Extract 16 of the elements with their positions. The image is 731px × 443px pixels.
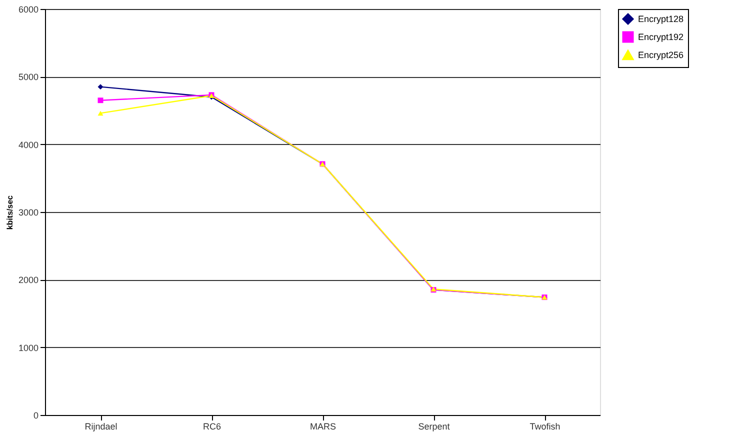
y-tick-label: 3000 xyxy=(18,208,38,218)
x-tick-label: Rijndael xyxy=(84,422,118,432)
y-axis-title: kbits/sec xyxy=(5,194,14,230)
y-tick-label: 5000 xyxy=(18,72,38,82)
x-tick-label: RC6 xyxy=(202,422,222,432)
x-tick-label: Twofish xyxy=(530,422,560,432)
y-tick-label: 2000 xyxy=(18,275,38,286)
y-tick-label: 4000 xyxy=(18,140,38,150)
legend-label: Encrypt256 xyxy=(638,50,684,60)
x-tick-label: MARS xyxy=(310,422,336,432)
x-tick-label: Serpent xyxy=(418,422,450,432)
legend-label: Encrypt192 xyxy=(638,32,684,42)
legend-label: Encrypt128 xyxy=(638,14,684,24)
y-tick-label: 1000 xyxy=(18,342,38,353)
y-tick-label: 0 xyxy=(33,410,38,420)
y-tick-label: 6000 xyxy=(18,4,38,14)
